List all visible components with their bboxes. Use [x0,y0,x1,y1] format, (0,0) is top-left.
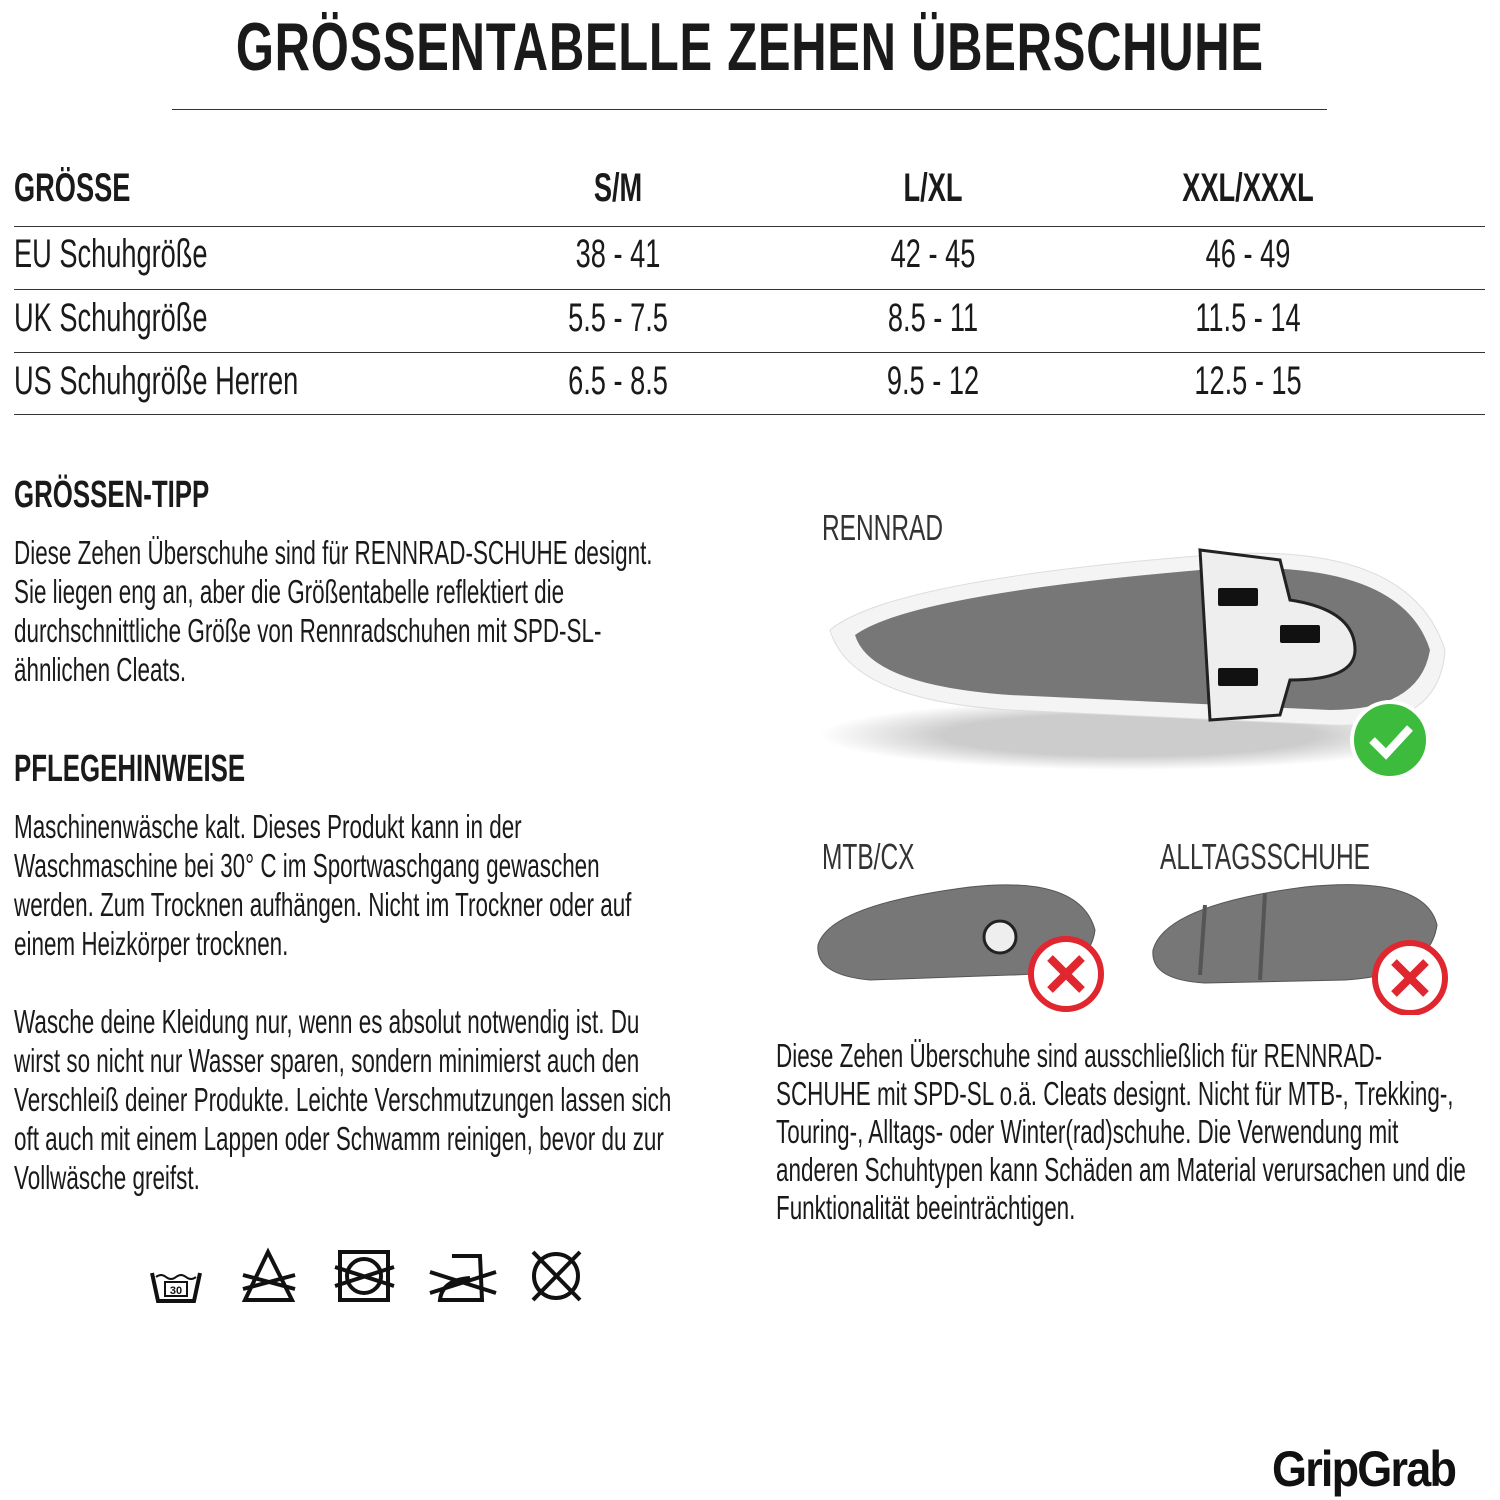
divider [172,109,1327,110]
road-label: RENNRAD [822,507,944,548]
casual-shoe-image [1152,884,1448,1015]
wash-30-icon: 30 [150,1272,202,1303]
casual-label: ALLTAGSSCHUHE [1160,836,1370,877]
svg-text:30: 30 [170,1285,182,1297]
divider [14,352,1485,353]
no-bleach-icon [241,1247,296,1302]
table-header-lxl: L/XL [903,166,963,210]
divider [14,226,1485,227]
cell: 5.5 - 7.5 [568,296,668,340]
tip-text: Diese Zehen Überschuhe sind für RENNRAD-… [14,534,653,688]
cell: 6.5 - 8.5 [568,359,668,403]
mtb-shoe-image [817,884,1104,1012]
table-header-sm: S/M [593,166,643,210]
cross-icon [1028,936,1104,1012]
row-label: EU Schuhgröße [14,232,208,276]
cell: 42 - 45 [890,232,976,276]
care-symbols: 30 [150,1247,582,1303]
page-title: GRÖSSENTABELLE ZEHEN ÜBERSCHUHE [236,9,1264,85]
cell: 9.5 - 12 [886,359,980,403]
divider [14,289,1485,290]
no-iron-icon [429,1254,497,1302]
no-tumble-dry-icon [334,1250,395,1302]
row-label: UK Schuhgröße [14,296,208,340]
cell: 12.5 - 15 [1194,359,1302,403]
divider [14,414,1485,415]
table-header-size: GRÖSSE [14,166,131,210]
cell: 11.5 - 14 [1195,296,1301,340]
care-heading: PFLEGEHINWEISE [14,748,246,790]
brand-logo: GripGrab [1272,1441,1457,1497]
cross-icon [1372,940,1448,1015]
cell: 38 - 41 [575,232,661,276]
row-label: US Schuhgröße Herren [14,359,299,403]
shoe-compat-note: Diese Zehen Überschuhe sind ausschließli… [776,1037,1466,1226]
cell: 8.5 - 11 [887,296,979,340]
road-shoe-image [820,548,1446,780]
mtb-label: MTB/CX [822,836,915,877]
care-text: Maschinenwäsche kalt. Dieses Produkt kan… [14,808,632,962]
tip-heading: GRÖSSEN-TIPP [14,474,210,516]
cell: 46 - 49 [1205,232,1291,276]
no-dry-clean-icon [531,1250,582,1302]
check-icon [1350,700,1430,780]
care-text-2: Wasche deine Kleidung nur, wenn es absol… [14,1003,672,1196]
table-header-xxl: XXL/XXXL [1182,166,1314,210]
